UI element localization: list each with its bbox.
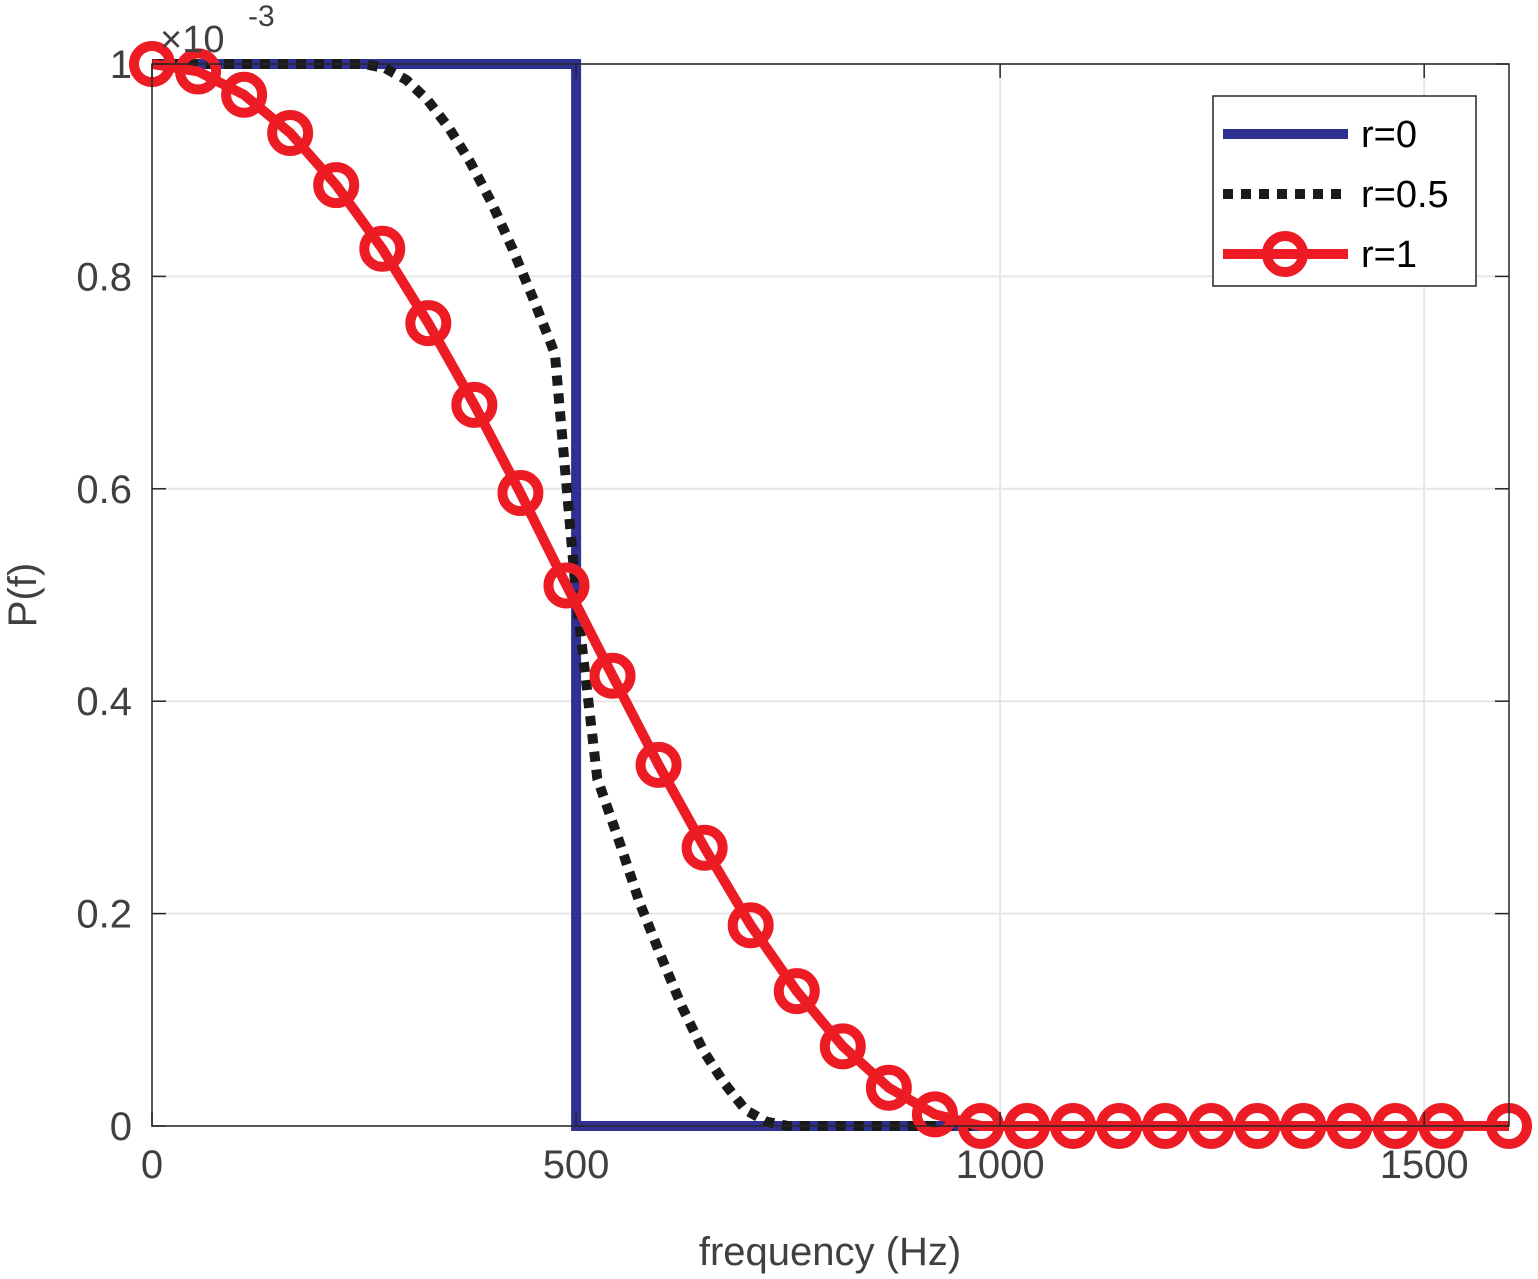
series-marker	[589, 652, 636, 699]
series-marker	[543, 562, 590, 609]
legend-item: r=0.5	[1223, 174, 1449, 216]
series-marker	[451, 381, 498, 428]
series-marker	[911, 1091, 958, 1138]
legend-label: r=0.5	[1361, 174, 1449, 216]
y-tick-label: 0.2	[76, 893, 132, 937]
series-marker	[635, 741, 682, 788]
series-marker	[359, 225, 406, 272]
series-marker	[221, 71, 268, 118]
y-multiplier: ×10 -3	[160, 0, 275, 61]
series-marker	[175, 48, 222, 95]
legend-item: r=0	[1223, 114, 1417, 156]
x-tick-label: 500	[543, 1143, 610, 1187]
y-tick-label: 0.4	[76, 680, 132, 724]
legend-label: r=0	[1361, 114, 1417, 156]
plot-frame	[151, 63, 1510, 1127]
x-tick-label: 1000	[956, 1143, 1045, 1187]
series-marker	[681, 824, 728, 871]
y-multiplier-exponent: -3	[248, 0, 275, 33]
x-axis-label: frequency (Hz)	[699, 1230, 961, 1274]
y-multiplier-base: ×10	[160, 19, 224, 61]
series-marker	[727, 902, 774, 949]
y-axis-label: P(f)	[1, 563, 45, 627]
tick-labels: 0 500 1000 1500 0 0.2 0.4 0.6 0.8 1	[76, 43, 1468, 1187]
series-marker	[267, 110, 314, 157]
y-tick-label: 0.8	[76, 255, 132, 299]
ticks	[151, 63, 1509, 1127]
series-marker	[405, 300, 452, 347]
legend-label: r=1	[1361, 234, 1417, 276]
series-marker	[313, 162, 360, 209]
series-marker	[819, 1023, 866, 1070]
legend-item: r=1	[1223, 231, 1417, 277]
x-tick-label: 1500	[1380, 1143, 1469, 1187]
series-marker	[497, 470, 544, 517]
legend-marker	[1262, 231, 1308, 277]
y-tick-label: 1	[110, 43, 132, 87]
series-marker	[773, 968, 820, 1015]
series-marker	[865, 1064, 912, 1111]
y-tick-label: 0	[110, 1105, 132, 1149]
x-tick-label: 0	[141, 1143, 163, 1187]
y-tick-label: 0.6	[76, 468, 132, 512]
legend: r=0 r=0.5 r=1	[1212, 95, 1477, 287]
